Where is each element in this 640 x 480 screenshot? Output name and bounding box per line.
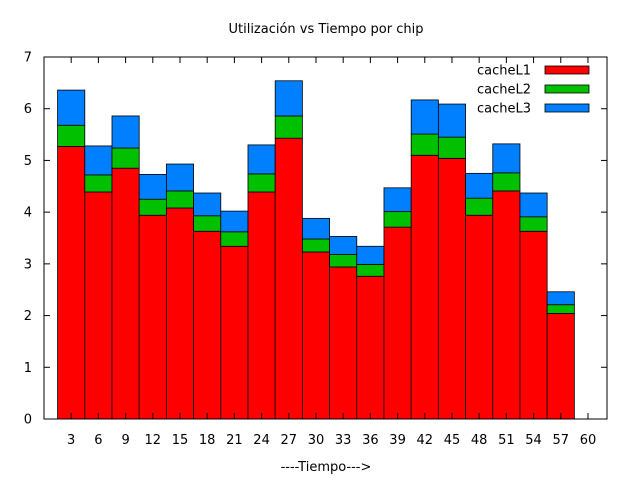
bar-cacheL3-45 bbox=[437, 103, 466, 138]
bar-cacheL3-42 bbox=[410, 99, 439, 135]
bar-cacheL2-33 bbox=[329, 254, 358, 268]
y-tick-label: 3 bbox=[24, 257, 32, 272]
bar-cacheL1-39 bbox=[383, 226, 412, 420]
legend-label-cacheL2: cacheL2 bbox=[477, 83, 531, 98]
x-tick-label: 45 bbox=[444, 433, 461, 448]
bar-cacheL2-12 bbox=[138, 198, 167, 216]
x-tick-label: 9 bbox=[121, 433, 129, 448]
bar-cacheL3-33 bbox=[329, 236, 358, 255]
x-tick-label: 51 bbox=[498, 433, 515, 448]
bar-cacheL1-12 bbox=[138, 214, 167, 420]
x-tick-label: 60 bbox=[580, 433, 597, 448]
y-tick-label: 2 bbox=[24, 309, 32, 324]
x-tick-label: 30 bbox=[308, 433, 325, 448]
bar-cacheL1-24 bbox=[247, 191, 276, 420]
x-tick-label: 39 bbox=[389, 433, 406, 448]
bar-cacheL1-51 bbox=[492, 190, 521, 420]
bar-cacheL3-3 bbox=[57, 89, 86, 126]
x-tick-label: 18 bbox=[199, 433, 216, 448]
bar-cacheL3-24 bbox=[247, 144, 276, 175]
bar-cacheL3-12 bbox=[138, 173, 167, 200]
x-tick-label: 33 bbox=[335, 433, 352, 448]
bar-cacheL2-6 bbox=[84, 174, 113, 193]
bar-cacheL3-36 bbox=[356, 245, 385, 265]
bar-cacheL3-15 bbox=[165, 163, 194, 192]
y-tick-label: 4 bbox=[24, 206, 32, 221]
bar-cacheL2-24 bbox=[247, 173, 276, 193]
x-tick-label: 57 bbox=[552, 433, 569, 448]
bars-layer bbox=[57, 80, 575, 420]
bar-cacheL1-21 bbox=[220, 245, 249, 420]
bar-cacheL1-3 bbox=[57, 146, 86, 420]
x-tick-label: 21 bbox=[226, 433, 243, 448]
bar-cacheL2-48 bbox=[465, 197, 494, 216]
y-tick-label: 5 bbox=[24, 154, 32, 169]
bar-cacheL2-57 bbox=[546, 304, 575, 314]
bar-cacheL3-18 bbox=[193, 192, 222, 217]
bar-cacheL2-9 bbox=[111, 147, 140, 169]
bar-cacheL2-30 bbox=[301, 238, 330, 253]
bar-cacheL2-18 bbox=[193, 215, 222, 232]
bar-cacheL1-36 bbox=[356, 275, 385, 420]
bar-cacheL1-33 bbox=[329, 266, 358, 420]
bar-cacheL2-54 bbox=[519, 216, 548, 232]
legend-label-cacheL1: cacheL1 bbox=[477, 64, 531, 79]
bar-cacheL1-15 bbox=[165, 207, 194, 420]
bar-cacheL3-30 bbox=[301, 217, 330, 240]
bar-cacheL3-54 bbox=[519, 192, 548, 218]
bar-cacheL2-39 bbox=[383, 211, 412, 228]
x-tick-label: 3 bbox=[67, 433, 75, 448]
y-tick-label: 1 bbox=[24, 361, 32, 376]
bar-cacheL1-45 bbox=[437, 157, 466, 420]
x-tick-label: 42 bbox=[416, 433, 433, 448]
x-tick-label: 6 bbox=[94, 433, 102, 448]
legend-label-cacheL3: cacheL3 bbox=[477, 102, 531, 117]
y-tick-label: 0 bbox=[24, 413, 32, 428]
bar-cacheL2-36 bbox=[356, 263, 385, 277]
bar-cacheL2-21 bbox=[220, 231, 249, 247]
chart-title: Utilización vs Tiempo por chip bbox=[228, 22, 423, 37]
bar-cacheL2-3 bbox=[57, 124, 86, 147]
x-tick-label: 54 bbox=[525, 433, 542, 448]
legend-swatch-cacheL2 bbox=[544, 84, 590, 94]
x-tick-label: 36 bbox=[362, 433, 379, 448]
bar-cacheL3-51 bbox=[492, 143, 521, 174]
x-tick-label: 27 bbox=[281, 433, 298, 448]
bar-cacheL2-27 bbox=[274, 115, 303, 139]
y-tick-label: 6 bbox=[24, 102, 32, 117]
bar-cacheL2-15 bbox=[165, 190, 194, 209]
bar-cacheL1-30 bbox=[301, 251, 330, 420]
bar-cacheL1-27 bbox=[274, 137, 303, 420]
legend-swatch-cacheL1 bbox=[544, 65, 590, 75]
bar-cacheL3-27 bbox=[274, 80, 303, 117]
x-tick-label: 15 bbox=[172, 433, 189, 448]
y-tick-label: 7 bbox=[24, 51, 32, 66]
bar-cacheL1-18 bbox=[193, 230, 222, 420]
bar-cacheL2-51 bbox=[492, 172, 521, 192]
bar-cacheL2-45 bbox=[437, 136, 466, 159]
bar-cacheL1-57 bbox=[546, 313, 575, 420]
bar-cacheL1-54 bbox=[519, 230, 548, 420]
bar-cacheL3-6 bbox=[84, 145, 113, 176]
bar-cacheL1-42 bbox=[410, 154, 439, 420]
bar-cacheL3-39 bbox=[383, 187, 412, 213]
bar-cacheL1-48 bbox=[465, 214, 494, 420]
bar-cacheL3-57 bbox=[546, 291, 575, 306]
bar-cacheL1-9 bbox=[111, 167, 140, 420]
legend-swatch-cacheL3 bbox=[544, 103, 590, 113]
x-tick-label: 12 bbox=[145, 433, 162, 448]
x-tick-label: 24 bbox=[253, 433, 270, 448]
x-tick-label: 48 bbox=[471, 433, 488, 448]
legend: cacheL1 cacheL2 cacheL3 bbox=[477, 64, 590, 117]
bar-cacheL3-48 bbox=[465, 172, 494, 199]
bar-cacheL3-9 bbox=[111, 115, 140, 149]
bar-cacheL1-6 bbox=[84, 191, 113, 420]
plot-frame bbox=[43, 56, 608, 420]
x-axis-label: ----Tiempo---> bbox=[281, 460, 372, 475]
bar-cacheL2-42 bbox=[410, 133, 439, 156]
bar-cacheL3-21 bbox=[220, 210, 249, 233]
